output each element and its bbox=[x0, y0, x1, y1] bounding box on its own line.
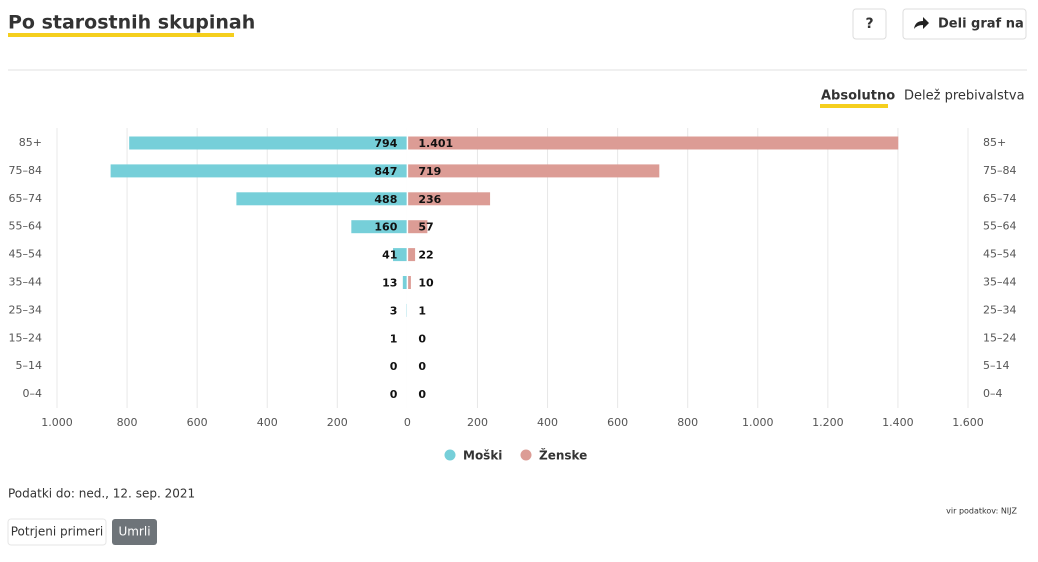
value-label: 0 bbox=[390, 388, 398, 401]
value-label: 488 bbox=[374, 193, 397, 206]
x-tick-label: 1.200 bbox=[812, 416, 844, 429]
value-label: 847 bbox=[374, 165, 397, 178]
y-tick-label: 0–4 bbox=[983, 387, 1003, 400]
bar bbox=[393, 248, 408, 262]
tab[interactable]: Delež prebivalstva bbox=[904, 89, 1025, 104]
x-tick-label: 200 bbox=[327, 416, 348, 429]
chart-title: Po starostnih skupinah bbox=[8, 12, 255, 34]
filter-label: Umrli bbox=[118, 525, 150, 539]
y-tick-label: 85+ bbox=[983, 136, 1006, 149]
y-tick-label: 25–34 bbox=[9, 303, 43, 316]
y-tick-label: 45–54 bbox=[983, 248, 1017, 261]
y-tick-label: 15–24 bbox=[983, 331, 1017, 344]
y-tick-label: 15–24 bbox=[9, 331, 43, 344]
x-tick-label: 1.000 bbox=[41, 416, 73, 429]
y-tick-label: 5–14 bbox=[983, 359, 1010, 372]
y-tick-label: 75–84 bbox=[983, 164, 1017, 177]
value-label: 236 bbox=[418, 193, 441, 206]
value-label: 160 bbox=[374, 221, 397, 234]
y-tick-label: 55–64 bbox=[9, 220, 43, 233]
legend-label: Ženske bbox=[539, 448, 587, 463]
bar bbox=[407, 276, 411, 289]
filter-button[interactable] bbox=[7, 518, 107, 546]
bar bbox=[351, 220, 408, 234]
y-tick-label: 25–34 bbox=[983, 303, 1017, 316]
x-tick-label: 200 bbox=[467, 416, 488, 429]
value-label: 794 bbox=[374, 137, 397, 150]
value-label: 1.401 bbox=[418, 137, 453, 150]
x-tick-label: 600 bbox=[187, 416, 208, 429]
value-label: 13 bbox=[382, 277, 397, 290]
legend-label: Moški bbox=[463, 449, 502, 463]
bar bbox=[407, 136, 899, 150]
value-label: 22 bbox=[418, 249, 433, 262]
x-tick-label: 1.400 bbox=[882, 416, 914, 429]
bar bbox=[236, 192, 408, 206]
value-label: 0 bbox=[418, 388, 426, 401]
bar bbox=[407, 220, 428, 234]
y-tick-label: 5–14 bbox=[16, 359, 43, 372]
bar bbox=[129, 136, 408, 150]
share-icon bbox=[914, 17, 929, 29]
y-tick-label: 35–44 bbox=[983, 276, 1017, 289]
value-label: 57 bbox=[418, 221, 433, 234]
x-tick-label: 0 bbox=[404, 416, 411, 429]
data-date: Podatki do: ned., 12. sep. 2021 bbox=[8, 487, 195, 501]
x-tick-label: 1.000 bbox=[742, 416, 774, 429]
value-label: 719 bbox=[418, 165, 441, 178]
value-label: 0 bbox=[390, 360, 398, 373]
x-tick-label: 1.600 bbox=[952, 416, 984, 429]
legend-marker bbox=[520, 449, 532, 461]
bar bbox=[407, 248, 416, 262]
x-tick-label: 400 bbox=[537, 416, 558, 429]
value-label: 10 bbox=[418, 277, 434, 290]
value-label: 0 bbox=[418, 332, 426, 345]
tab-underline bbox=[820, 104, 888, 108]
source: vir podatkov: NIJZ bbox=[946, 507, 1017, 516]
y-tick-label: 85+ bbox=[19, 136, 42, 149]
title-underline bbox=[8, 33, 234, 37]
filter-button-active[interactable] bbox=[112, 519, 157, 545]
tab-active[interactable]: Absolutno bbox=[821, 89, 895, 104]
bar bbox=[110, 164, 408, 178]
bar bbox=[402, 276, 408, 289]
share-label: Deli graf na bbox=[938, 17, 1024, 32]
value-label: 1 bbox=[418, 304, 426, 317]
value-label: 41 bbox=[382, 249, 397, 262]
x-tick-label: 800 bbox=[117, 416, 138, 429]
y-tick-label: 55–64 bbox=[983, 220, 1017, 233]
help-button[interactable] bbox=[852, 8, 887, 40]
y-tick-label: 75–84 bbox=[9, 164, 43, 177]
y-tick-label: 45–54 bbox=[9, 248, 43, 261]
help-label: ? bbox=[865, 16, 873, 32]
y-tick-label: 65–74 bbox=[9, 192, 43, 205]
value-label: 0 bbox=[418, 360, 426, 373]
bar bbox=[407, 192, 491, 206]
x-tick-label: 800 bbox=[677, 416, 698, 429]
x-tick-label: 400 bbox=[257, 416, 278, 429]
x-tick-label: 600 bbox=[607, 416, 628, 429]
value-label: 1 bbox=[390, 332, 398, 345]
y-tick-label: 65–74 bbox=[983, 192, 1017, 205]
bar bbox=[407, 164, 660, 178]
legend-marker bbox=[444, 449, 456, 461]
value-label: 3 bbox=[390, 304, 398, 317]
y-tick-label: 35–44 bbox=[9, 276, 43, 289]
share-button[interactable] bbox=[902, 8, 1027, 40]
y-tick-label: 0–4 bbox=[23, 387, 43, 400]
filter-label: Potrjeni primeri bbox=[11, 525, 103, 539]
